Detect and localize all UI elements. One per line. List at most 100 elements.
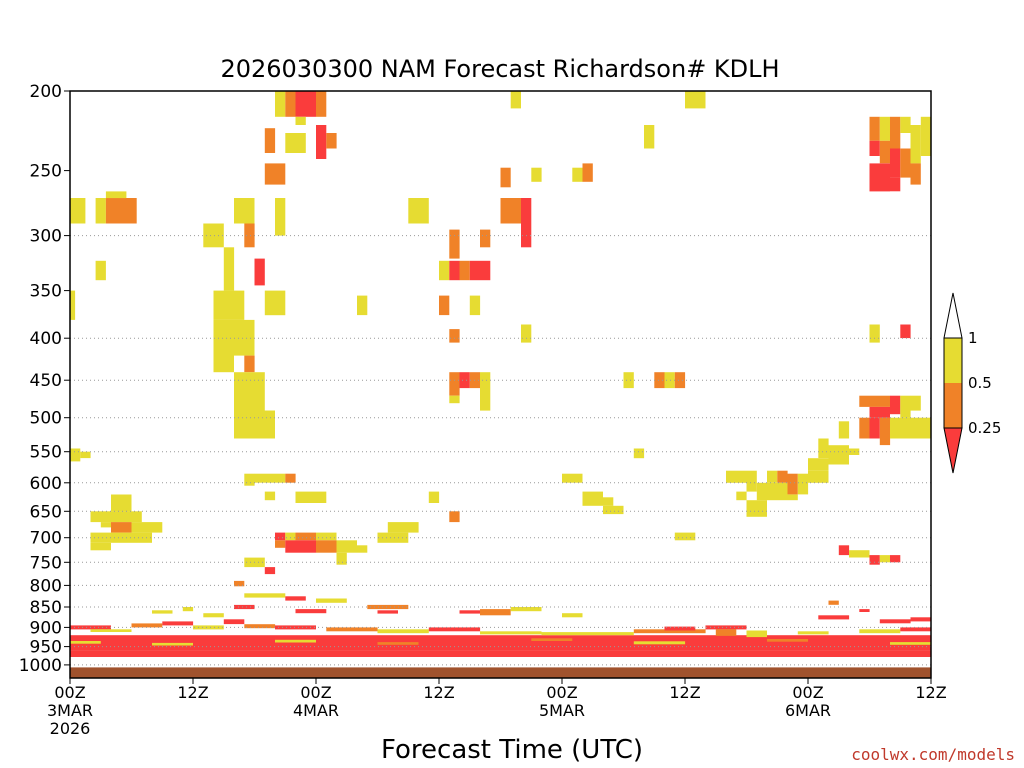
chart-title: 2026030300 NAM Forecast Richardson# KDLH: [220, 55, 779, 83]
heatmap-cell-high: [203, 223, 224, 248]
x-tick-label-12-0: 12Z: [177, 683, 208, 702]
heatmap-cell-high: [336, 540, 357, 553]
heatmap-cell-mid: [244, 355, 255, 373]
legend-arrow-bottom: [944, 428, 962, 473]
heatmap-cell-low: [234, 604, 255, 610]
heatmap-cell-high: [244, 593, 286, 598]
heatmap-cell-high: [664, 372, 675, 389]
heatmap-cell-high: [746, 630, 767, 638]
heatmap-cell-high: [316, 598, 347, 603]
heatmap-cell-mid: [480, 609, 511, 616]
heatmap-cell-high: [510, 91, 521, 109]
heatmap-cell-mid: [767, 639, 808, 642]
heatmap-cell-high: [70, 290, 76, 320]
heatmap-cell-high: [890, 642, 931, 645]
heatmap-cell-high: [736, 491, 747, 501]
heatmap-cell-high: [336, 552, 347, 565]
heatmap-cell-low: [664, 626, 696, 631]
heatmap-cell-high: [213, 290, 245, 320]
heatmap-cell-mid: [449, 229, 460, 259]
heatmap-cell-low: [869, 140, 880, 156]
heatmap-cell-high: [203, 613, 224, 618]
heatmap-cell-mid: [377, 642, 419, 645]
legend-swatch-mid: [944, 383, 962, 428]
heatmap-cell-low: [469, 260, 491, 281]
heatmap-cell-high: [674, 532, 696, 541]
heatmap-cell-mid: [295, 532, 316, 541]
heatmap-cell-mid: [105, 198, 137, 224]
heatmap-cell-high: [603, 497, 614, 506]
heatmap-cell-high: [469, 295, 481, 316]
heatmap-cell-high: [746, 470, 757, 492]
heatmap-cell-high: [152, 642, 193, 646]
heatmap-cell-high: [767, 470, 778, 483]
heatmap-cell-high: [439, 260, 450, 281]
y-tick-label-350: 350: [30, 282, 62, 302]
y-tick-label-200: 200: [30, 82, 62, 102]
legend: 1 0.5 0.25: [943, 292, 1001, 474]
heatmap-cell-high: [562, 473, 583, 483]
heatmap-cell-low: [162, 621, 194, 626]
x-tick-label-48-1: 5MAR: [539, 701, 585, 720]
heatmap-cell-low: [70, 650, 931, 657]
heatmap-cell-high: [295, 491, 327, 503]
heatmap-cell-low: [869, 417, 880, 439]
x-tick-label-0-0: 00Z: [54, 683, 85, 702]
y-tick-label-400: 400: [30, 329, 62, 349]
x-axis-title: Forecast Time (UTC): [381, 735, 643, 765]
heatmap-cell-low: [838, 545, 850, 556]
heatmap-cell-low: [70, 635, 931, 651]
heatmap-cell-low: [428, 627, 481, 632]
heatmap-cell-low: [223, 619, 245, 625]
heatmap-cell-high: [234, 410, 275, 439]
heatmap-cell-mid: [890, 116, 901, 149]
heatmap-cell-mid: [316, 540, 337, 553]
heatmap-cell-low: [275, 532, 286, 541]
x-tick-label-84-0: 12Z: [915, 683, 946, 702]
heatmap-cell-high: [910, 395, 921, 411]
heatmap-cell-high: [111, 494, 132, 512]
heatmap-cell-high: [920, 116, 932, 156]
heatmap-cell-low: [818, 615, 850, 620]
heatmap-cell-high: [377, 532, 409, 543]
x-tick-label-0-1: 3MAR: [47, 701, 93, 720]
heatmap-cell-mid: [910, 163, 921, 185]
heatmap-cell-high: [223, 247, 235, 291]
heatmap-cell-mid: [900, 148, 911, 178]
heatmap-cell-high: [633, 448, 645, 459]
heatmap-cell-high: [582, 491, 603, 506]
heatmap-cell-mid: [869, 116, 880, 141]
heatmap-cell-mid: [244, 624, 276, 629]
heatmap-cell-mid: [500, 167, 511, 188]
heatmap-cell-high: [90, 511, 142, 523]
heatmap-cell-high: [480, 631, 542, 635]
heatmap-cell-mid: [654, 372, 665, 389]
heatmap-cell-high: [797, 631, 829, 635]
heatmap-cell-high: [623, 372, 634, 389]
y-tick-label-650: 650: [30, 502, 62, 522]
y-tick-label-900: 900: [30, 618, 62, 638]
heatmap-cell-low: [285, 540, 317, 553]
heatmap-cell-mid: [480, 229, 491, 248]
heatmap-cell-low: [900, 627, 932, 632]
heatmap-cell-mid: [131, 623, 163, 628]
heatmap-cell-low: [910, 617, 931, 622]
legend-label-0.5: 0.5: [968, 374, 992, 392]
heatmap-cell-high: [234, 372, 265, 411]
heatmap-cell-mid: [859, 417, 870, 439]
heatmap-cell-mid: [500, 198, 521, 224]
heatmap-cell-mid: [449, 329, 460, 343]
heatmap-cell-high: [275, 91, 286, 117]
heatmap-cell-high: [213, 319, 234, 373]
x-tick-label-36-0: 12Z: [423, 683, 454, 702]
heatmap-cell-mid: [828, 600, 839, 605]
heatmap-cell-high: [726, 470, 747, 483]
heatmap-cell-high: [90, 542, 111, 551]
heatmap-cell-high: [244, 473, 255, 486]
heatmap-cell-high: [275, 198, 286, 236]
heatmap-cell-mid: [449, 372, 460, 396]
heatmap-cell-high: [449, 395, 460, 404]
heatmap-cell-high: [859, 629, 901, 634]
heatmap-cell-mid: [879, 140, 891, 164]
heatmap-cell-low: [459, 610, 480, 614]
